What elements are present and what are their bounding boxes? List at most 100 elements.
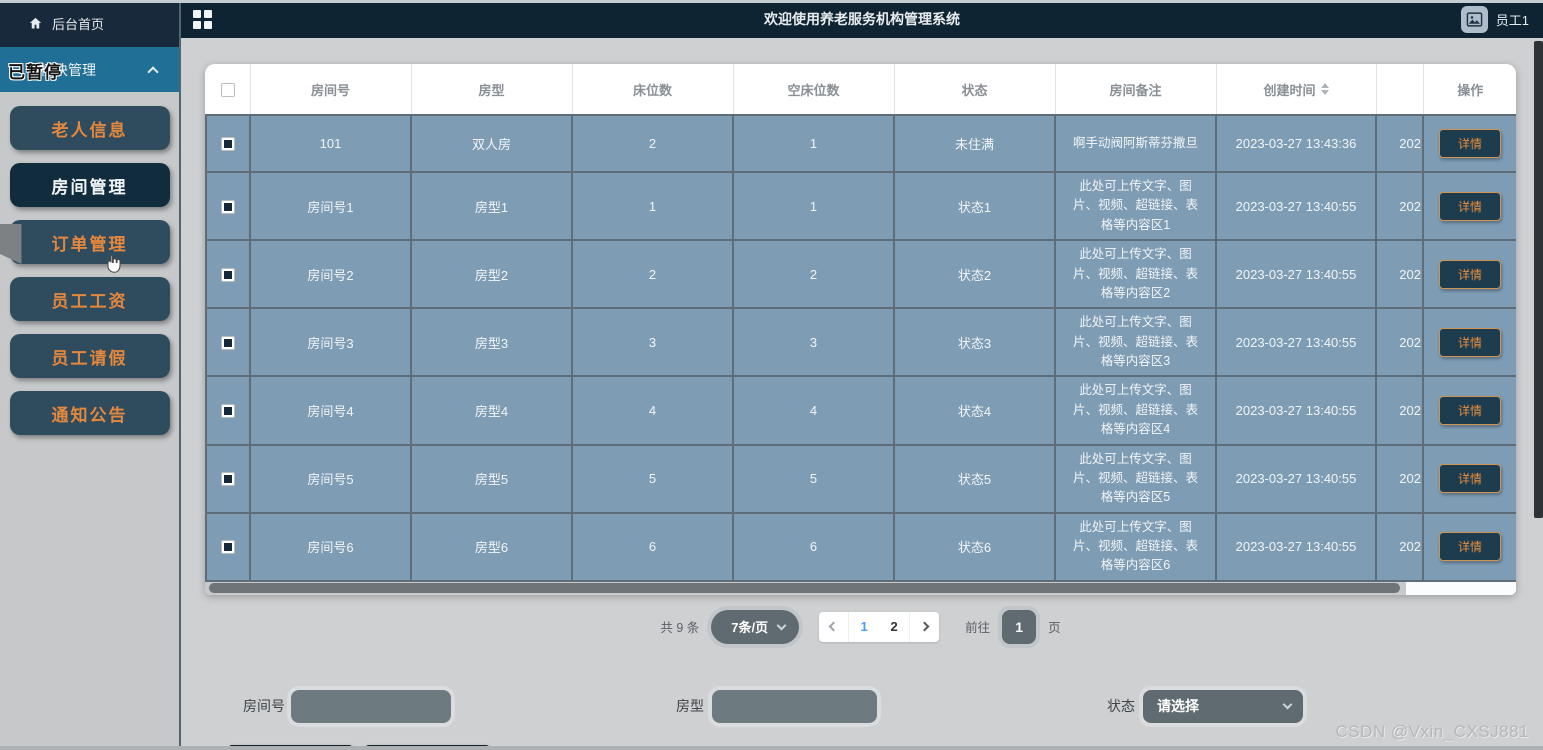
column-header-partial <box>1376 64 1424 115</box>
cell-remark: 此处可上传文字、图片、视频、超链接、表格等内容区1 <box>1054 170 1217 242</box>
cell-beds: 5 <box>571 443 734 514</box>
form-buttons: 查询 重置 <box>228 744 1543 750</box>
sidebar-item-订单管理[interactable]: 订单管理 <box>0 220 170 273</box>
goto-page-input[interactable] <box>1002 609 1037 644</box>
chevron-down-icon <box>1282 699 1293 710</box>
chevron-up-icon <box>147 65 159 78</box>
search-button[interactable]: 查询 <box>228 744 353 750</box>
table-row: 房间号6 房型6 6 6 状态6 此处可上传文字、图片、视频、超链接、表格等内容… <box>205 511 1516 582</box>
row-checkbox[interactable] <box>221 336 235 351</box>
cell-status: 未住满 <box>893 114 1056 173</box>
rooms-table-card: 房间号 房型 床位数 空床位数 状态 房间备注 创建时间 <box>205 64 1516 595</box>
row-checkbox[interactable] <box>221 267 235 282</box>
filter-status-select[interactable]: 请选择 <box>1143 689 1303 723</box>
cell-empty-beds: 5 <box>732 443 895 514</box>
cell-beds: 2 <box>571 114 734 173</box>
avatar[interactable] <box>1460 5 1488 33</box>
cell-partial: 202 <box>1375 114 1424 173</box>
cell-remark: 此处可上传文字、图片、视频、超链接、表格等内容区3 <box>1054 307 1217 378</box>
cell-created: 2023-03-27 13:40:55 <box>1215 239 1377 310</box>
sidebar-item-通知公告[interactable]: 通知公告 <box>9 391 170 435</box>
filter-form: 房间号 房型 状态 请选择 <box>205 689 1543 723</box>
page-size-select[interactable]: 7条/页 <box>711 609 800 644</box>
prev-page-button[interactable] <box>819 611 850 642</box>
sidebar-menu: 老人信息 房间管理 订单管理 员工工资 员工请假 通知公告 <box>0 92 179 435</box>
cell-beds: 2 <box>571 239 734 310</box>
cell-room-no: 房间号4 <box>249 375 412 446</box>
cell-partial: 202 <box>1375 307 1424 378</box>
sidebar-item-老人信息[interactable]: 老人信息 <box>9 106 170 150</box>
detail-button[interactable]: 详情 <box>1438 327 1501 357</box>
home-icon <box>29 17 42 29</box>
user-area[interactable]: 员工1 <box>1460 5 1529 33</box>
cell-empty-beds: 1 <box>732 114 895 173</box>
row-checkbox[interactable] <box>221 472 235 487</box>
cell-created: 2023-03-27 13:40:55 <box>1215 170 1377 242</box>
column-header-empty-beds: 空床位数 <box>733 64 895 115</box>
cell-room-no: 房间号3 <box>249 307 412 378</box>
next-page-button[interactable] <box>909 611 939 642</box>
filter-room-no-input[interactable] <box>291 689 451 723</box>
goto-label: 前往 <box>965 621 991 636</box>
cell-beds: 3 <box>571 307 734 378</box>
scrollbar-track[interactable] <box>205 581 1406 595</box>
sidebar-item-员工请假[interactable]: 员工请假 <box>9 334 170 378</box>
page-number-2[interactable]: 2 <box>890 619 898 635</box>
column-header-status: 状态 <box>894 64 1056 115</box>
folded-corner-icon <box>0 224 22 264</box>
row-checkbox[interactable] <box>221 540 235 555</box>
cell-partial: 202 <box>1375 375 1424 446</box>
page-unit-label: 页 <box>1048 621 1061 636</box>
cell-created: 2023-03-27 13:40:55 <box>1215 307 1377 378</box>
cell-partial: 202 <box>1375 170 1424 242</box>
detail-button[interactable]: 详情 <box>1438 191 1501 221</box>
column-header-action: 操作 <box>1423 64 1516 115</box>
cell-partial: 202 <box>1375 239 1424 310</box>
sidebar-item-房间管理[interactable]: 房间管理 <box>9 163 170 207</box>
reset-button[interactable]: 重置 <box>365 744 490 750</box>
pagination: 共 9 条 7条/页 1 2 前往 页 <box>205 609 1516 644</box>
cell-room-no: 房间号1 <box>249 170 412 242</box>
sidebar-item-home[interactable]: 后台首页 <box>0 0 179 47</box>
cell-room-type: 双人房 <box>410 114 573 173</box>
scrollbar-thumb[interactable] <box>209 582 1400 593</box>
cell-beds: 6 <box>571 511 734 582</box>
page-number-1[interactable]: 1 <box>860 619 868 635</box>
table-body: 101 双人房 2 1 未住满 啊手动阀阿斯蒂芬撒旦 2023-03-27 13… <box>205 114 1516 582</box>
cell-created: 2023-03-27 13:43:36 <box>1215 114 1377 173</box>
page-title: 欢迎使用养老服务机构管理系统 <box>764 11 960 27</box>
cell-status: 状态1 <box>893 170 1056 242</box>
detail-button[interactable]: 详情 <box>1438 129 1501 158</box>
detail-button[interactable]: 详情 <box>1438 532 1501 562</box>
filter-room-type-input[interactable] <box>712 689 877 723</box>
cell-empty-beds: 3 <box>732 307 895 378</box>
cell-created: 2023-03-27 13:40:55 <box>1215 443 1377 514</box>
sort-created-control[interactable] <box>1320 83 1329 95</box>
select-all-checkbox[interactable] <box>220 82 235 97</box>
sidebar-section-modules[interactable]: 模块管理 <box>0 47 179 92</box>
cell-created: 2023-03-27 13:40:55 <box>1215 511 1377 582</box>
cell-room-type: 房型4 <box>410 375 573 446</box>
detail-button[interactable]: 详情 <box>1438 395 1501 425</box>
sidebar-item-员工工资[interactable]: 员工工资 <box>9 277 170 321</box>
cell-status: 状态3 <box>893 307 1056 378</box>
table-row: 房间号3 房型3 3 3 状态3 此处可上传文字、图片、视频、超链接、表格等内容… <box>205 307 1516 378</box>
cell-status: 状态5 <box>893 443 1056 514</box>
detail-button[interactable]: 详情 <box>1438 464 1501 494</box>
detail-button[interactable]: 详情 <box>1438 259 1501 289</box>
row-checkbox[interactable] <box>221 137 235 152</box>
table-row: 房间号5 房型5 5 5 状态5 此处可上传文字、图片、视频、超链接、表格等内容… <box>205 443 1516 514</box>
cell-remark: 此处可上传文字、图片、视频、超链接、表格等内容区5 <box>1054 443 1217 514</box>
row-checkbox[interactable] <box>221 404 235 419</box>
grid-menu-icon[interactable] <box>193 9 212 29</box>
vertical-scrollbar[interactable] <box>1534 41 1543 518</box>
column-header-created: 创建时间 <box>1216 64 1377 115</box>
cell-room-type: 房型6 <box>410 511 573 582</box>
cell-room-no: 101 <box>249 114 412 173</box>
row-checkbox[interactable] <box>221 199 235 214</box>
user-name: 员工1 <box>1495 12 1529 28</box>
cell-room-type: 房型5 <box>410 443 573 514</box>
filter-status-label: 状态 <box>1107 698 1135 715</box>
table-row: 房间号1 房型1 1 1 状态1 此处可上传文字、图片、视频、超链接、表格等内容… <box>205 170 1516 242</box>
cell-status: 状态4 <box>893 375 1056 446</box>
